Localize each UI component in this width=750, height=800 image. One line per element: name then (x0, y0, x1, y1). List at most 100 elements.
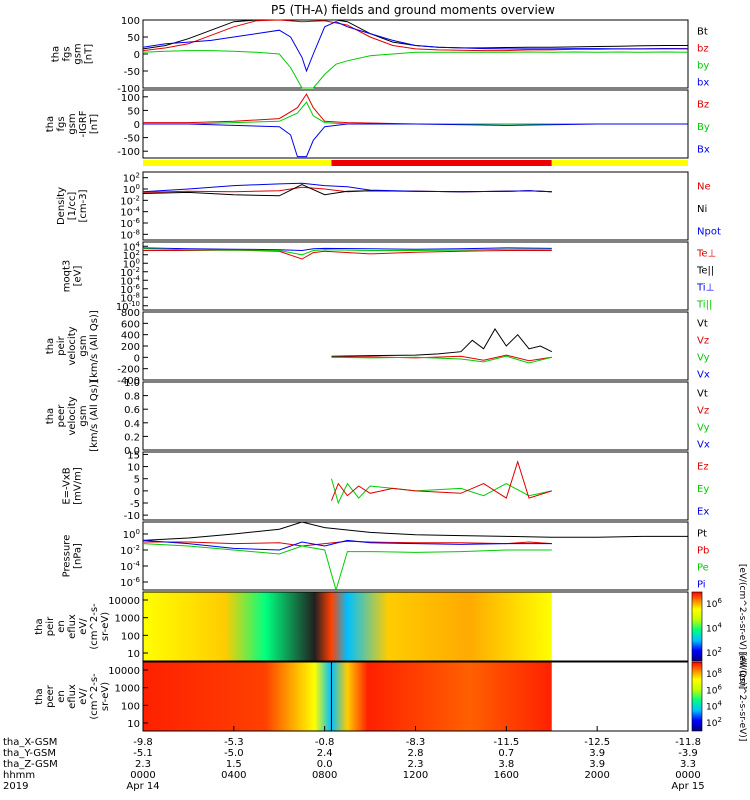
panel-frame (142, 241, 689, 311)
series-line-2 (142, 543, 552, 592)
legend-entry: by (697, 61, 709, 72)
y-axis-label: tha (45, 116, 56, 132)
time-axis-value: 0.0 (317, 759, 333, 770)
legend-entry: Npot (697, 227, 721, 238)
panel-frame (142, 591, 689, 662)
time-axis-value: -5.0 (224, 748, 244, 759)
panel-fgs_gsm: 100 50 0 -50 -100 tha fgs gsm [nT] Bt bz by bx (51, 16, 710, 95)
y-axis-label: Pressure (62, 535, 73, 578)
time-axis-value: 0000 (675, 770, 700, 781)
panel-fgs_gsm_igrf: 100 50 0 -50 -100 tha fgs gsm -IGRF [nT] Bz By Bx (45, 89, 710, 159)
legend-entry: Ti⊥ (696, 283, 714, 294)
y-axis-label: gsm (78, 335, 89, 356)
y-tick-label: 1.0 (124, 378, 140, 389)
y-axis-label: peer (45, 684, 56, 708)
legend-entry: Bt (697, 27, 708, 38)
panel-pressure: 100 10-2 10-4 10-6 Pressure [nPa] Pt Pb Pe Pi (62, 521, 709, 592)
y-axis-label: peir (45, 616, 56, 636)
y-axis-label: peer (56, 404, 67, 428)
y-tick-label: 50 (127, 33, 140, 44)
legend-entry: Ne (697, 181, 711, 192)
y-tick-label: 0.2 (124, 432, 140, 443)
y-axis-label: tha (34, 618, 45, 634)
y-axis-label: gsm (73, 43, 84, 64)
y-axis-label: -IGRF (78, 110, 89, 137)
y-tick-label: 200 (121, 342, 140, 353)
y-axis-label: en (56, 620, 67, 633)
mode-bar-segment-0 (143, 160, 332, 166)
y-axis-label: eV/ (78, 618, 89, 635)
time-axis-value: 0000 (130, 770, 155, 781)
y-tick-label: 0.6 (124, 405, 140, 416)
panel-frame (142, 451, 689, 521)
colorbar-tick: 102 (706, 646, 722, 659)
legend-entry: Vx (697, 440, 710, 451)
y-tick-label: 0 (134, 120, 140, 131)
colorbar-tick: 102 (706, 716, 722, 729)
series-line-3 (142, 21, 689, 73)
legend-entry: Vt (697, 319, 708, 330)
series-line-1 (143, 101, 688, 125)
series-line-1 (331, 354, 552, 362)
y-axis-label: (cm^2-s- (89, 603, 100, 650)
series-line-2 (142, 182, 552, 193)
time-axis-value: -12.5 (584, 737, 610, 748)
time-axis-value: 2.3 (408, 759, 424, 770)
y-tick-label: 0.0 (124, 446, 140, 457)
colorbar-label: [eV/(cm^2-s-sr-eV) (All Qs)] (737, 564, 747, 689)
y-tick-label: 10000 (108, 596, 140, 607)
y-tick-label: 100 (121, 701, 140, 712)
time-axis-value: 0400 (221, 770, 246, 781)
time-axis-row-label: 2019 (3, 781, 28, 792)
y-axis-label: peir (56, 335, 67, 355)
y-tick-label: 10 (127, 719, 140, 730)
series-line-0 (143, 93, 688, 125)
y-tick-label: -100 (117, 147, 140, 158)
series-line-1 (142, 247, 552, 252)
y-axis-label: sr-eV) (100, 612, 111, 641)
colorbar-tick: 104 (706, 622, 722, 635)
panel-frame (142, 521, 689, 591)
y-tick-label: 1000 (115, 684, 140, 695)
legend-entry: Vy (697, 423, 710, 434)
y-axis-label: [1/cc] (67, 192, 78, 221)
legend-entry: Vx (697, 370, 710, 381)
y-tick-label: 1000 (115, 614, 140, 625)
legend-entry: Vz (697, 336, 709, 347)
colorbar-tick: 106 (706, 683, 722, 696)
y-axis-label: gsm (78, 405, 89, 426)
series-line-0 (142, 19, 688, 50)
y-tick-label: 10 (127, 463, 140, 474)
series-line-1 (331, 460, 552, 501)
time-axis-value: 2.3 (135, 759, 151, 770)
y-axis-label: tha (45, 408, 56, 424)
legend-entry: Vt (697, 389, 708, 400)
time-axis-value: -9.8 (133, 737, 153, 748)
y-tick-label: 400 (121, 331, 140, 342)
colorbar-tick: 108 (706, 667, 722, 680)
legend-entry: Bx (697, 145, 710, 156)
y-axis-label: tha (45, 338, 56, 354)
y-tick-label: 100 (121, 16, 140, 27)
mode-bar-segment-1 (331, 160, 552, 166)
y-tick-label: 0.4 (124, 419, 140, 430)
series-line-0 (331, 328, 553, 357)
series-line-1 (142, 183, 552, 197)
series-line-1 (142, 19, 688, 52)
y-tick-label: -50 (124, 134, 140, 145)
series-line-0 (143, 249, 552, 260)
legend-entry: Ni (697, 204, 707, 215)
y-axis-label: tha (34, 688, 45, 704)
colorbar-label: [eV/(cm^2-s-sr-eV)] (737, 652, 747, 742)
time-axis-value: 3.9 (589, 759, 605, 770)
y-axis-label: sr-eV) (100, 682, 111, 711)
y-axis-label: [km/s (All Qs)] (89, 380, 100, 452)
y-tick-label: 50 (127, 106, 140, 117)
y-axis-label: fgs (62, 46, 73, 61)
panel-peir_eflux: 106 104 102 [eV/(cm^2-s-sr-eV) (All Qs)] 100… (34, 564, 747, 689)
y-tick-label: 100 (121, 631, 140, 642)
series-line-3 (142, 539, 552, 551)
time-axis-value: -5.1 (133, 748, 153, 759)
